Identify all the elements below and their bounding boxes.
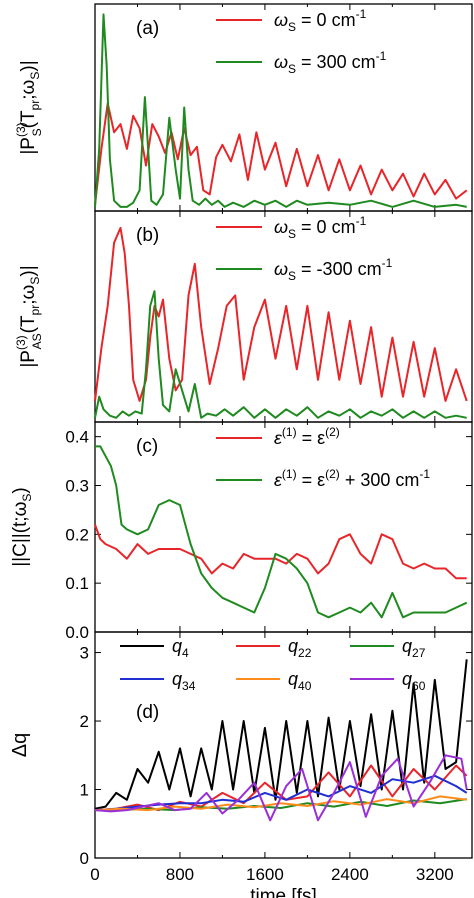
x-tick-label: 0: [90, 865, 99, 884]
series-line--1-2-300-cm-1: [95, 445, 468, 619]
series-line--s-0-cm-1: [94, 226, 468, 402]
legend-label: q22: [288, 636, 312, 660]
y-tick-label: 1: [80, 781, 89, 800]
legend-label: ε(1) = ε(2) + 300 cm-1: [274, 467, 430, 490]
legend-label: ωS = 0 cm-1: [274, 7, 367, 34]
legend-label: ωS = 300 cm-1: [274, 49, 387, 76]
series-line-q4: [94, 659, 468, 810]
y-tick-label: 3: [80, 644, 89, 663]
series-line--s-300-cm-1: [94, 13, 467, 208]
series-line-q40: [94, 795, 467, 812]
panel-frame: [94, 631, 473, 859]
x-tick-label: 800: [166, 865, 194, 884]
y-tick-label: 0.2: [65, 525, 89, 544]
y-tick-label: 0.0: [65, 623, 89, 642]
y-tick-label: 2: [80, 712, 89, 731]
panel-label: (a): [136, 18, 159, 39]
y-tick-label: 0.4: [65, 428, 89, 447]
x-axis-label: time [fs]: [250, 886, 317, 898]
y-axis-label: |P(3) S(Tpr;ωS)|: [14, 60, 44, 154]
legend-label: q34: [172, 669, 196, 693]
legend-label: ωS = 0 cm-1: [274, 214, 367, 241]
y-tick-label: 0.1: [65, 574, 89, 593]
x-tick-label: 1600: [246, 865, 284, 884]
legend-label: ωS = -300 cm-1: [274, 256, 393, 283]
series-line--1-2-: [94, 524, 467, 580]
series-line-q60: [94, 754, 468, 822]
y-tick-label: 0: [80, 849, 89, 868]
x-tick-label: 3200: [416, 865, 454, 884]
panel-label: (d): [136, 702, 159, 723]
y-axis-label: |P(3) AS(Tpr;ωS)|: [14, 265, 44, 367]
y-axis-label: ||C||(t;ωS): [10, 487, 34, 567]
legend-label: q60: [402, 669, 426, 693]
panel-label: (b): [136, 225, 159, 246]
y-axis-label: Δq: [9, 733, 31, 757]
series-line--s-300-cm-1: [94, 290, 467, 419]
legend-label: q40: [288, 669, 312, 693]
legend-label: q27: [402, 636, 426, 660]
series-line-q34: [94, 774, 468, 812]
legend-label: ε(1) = ε(2): [274, 425, 340, 448]
legend-label: q4: [172, 636, 189, 660]
y-tick-label: 0.3: [65, 476, 89, 495]
x-tick-label: 2400: [331, 865, 369, 884]
panel-label: (c): [136, 436, 158, 457]
